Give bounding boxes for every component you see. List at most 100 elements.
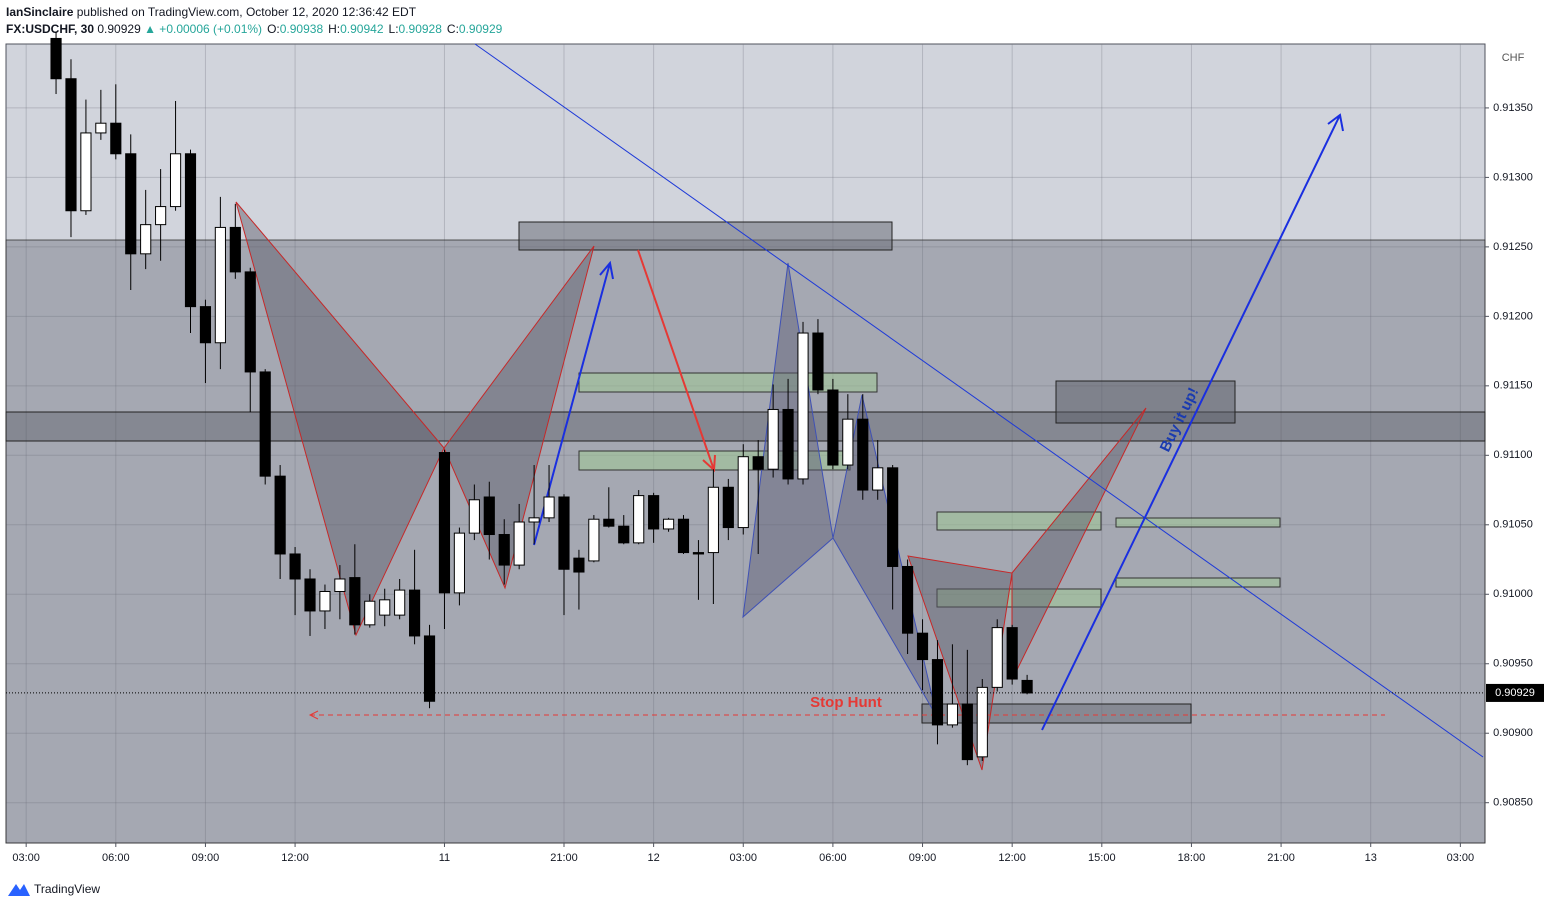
candle-body bbox=[125, 153, 137, 255]
candle-body bbox=[155, 206, 167, 226]
ohlc-label: H: bbox=[328, 22, 340, 36]
header-line: IanSinclaire published on TradingView.co… bbox=[6, 5, 417, 19]
candle-body bbox=[244, 271, 256, 373]
candle-body bbox=[95, 122, 107, 134]
axes: CHF 0.90850 0.90900 0.90950 0.91000 0.91050 0… bbox=[12, 52, 1544, 864]
x-tick-label: 18:00 bbox=[1178, 852, 1206, 864]
grid bbox=[6, 44, 1485, 843]
candle-body bbox=[274, 475, 286, 555]
last-price-label: 0.90929 bbox=[1495, 687, 1535, 699]
zone bbox=[936, 588, 1102, 608]
candle-body bbox=[588, 518, 600, 562]
ohlc-label: O: bbox=[267, 22, 280, 36]
x-tick-label: 12:00 bbox=[998, 852, 1026, 864]
candle-body bbox=[140, 224, 152, 255]
candle-body bbox=[50, 37, 62, 80]
candle-body bbox=[423, 635, 436, 702]
candle-body bbox=[722, 486, 734, 529]
zone bbox=[936, 511, 1102, 531]
candle-body bbox=[857, 418, 869, 491]
arrow-head bbox=[308, 710, 319, 720]
candle-body bbox=[797, 332, 809, 480]
x-tick-label: 09:00 bbox=[192, 852, 220, 864]
candle-body bbox=[498, 534, 510, 566]
candle-body bbox=[65, 78, 77, 212]
candle-body bbox=[289, 553, 301, 580]
x-tick-label: 03:00 bbox=[1447, 852, 1475, 864]
candle-body bbox=[812, 332, 824, 391]
currency: CHF bbox=[1502, 52, 1525, 64]
annotation: Stop Hunt bbox=[810, 694, 882, 711]
candle-body bbox=[692, 552, 705, 555]
candle-body bbox=[349, 577, 361, 626]
zones-green bbox=[578, 372, 1281, 608]
candle-body bbox=[528, 517, 540, 523]
arrow bbox=[637, 249, 716, 473]
candle-body bbox=[961, 703, 973, 761]
candle-body bbox=[603, 518, 615, 527]
candle-body bbox=[662, 518, 675, 530]
ohlc: O:0.90938 H:0.90942 L:0.90928 C:0.90929 bbox=[267, 22, 503, 36]
candle-body bbox=[648, 495, 660, 530]
candle-body bbox=[573, 557, 585, 573]
ohlc-value: 0.90938 bbox=[280, 22, 324, 36]
candle-body bbox=[394, 589, 406, 616]
zone bbox=[921, 703, 1192, 724]
zone bbox=[5, 411, 1486, 442]
candle-body bbox=[558, 496, 570, 570]
candle-body bbox=[80, 132, 92, 212]
candle-body bbox=[543, 496, 555, 519]
candle-body bbox=[931, 659, 944, 726]
x-tick-label: 06:00 bbox=[819, 852, 847, 864]
candle-body bbox=[872, 467, 884, 491]
candle-body bbox=[214, 226, 226, 344]
y-tick-label: 0.91200 bbox=[1493, 310, 1533, 322]
candle-body bbox=[842, 418, 854, 466]
y-tick-label: 0.91250 bbox=[1493, 241, 1533, 253]
candle-body bbox=[199, 306, 212, 344]
last-price-box bbox=[1486, 683, 1544, 702]
zone bbox=[1115, 577, 1281, 588]
candle-body bbox=[737, 456, 749, 529]
candle-body bbox=[707, 486, 719, 554]
pattern bbox=[235, 201, 445, 637]
trend-line bbox=[474, 43, 1484, 758]
x-tick-label: 21:00 bbox=[550, 852, 578, 864]
x-tick-label: 21:00 bbox=[1267, 852, 1295, 864]
x-tick-label: 09:00 bbox=[909, 852, 937, 864]
candle-body bbox=[259, 371, 271, 477]
ohlc-value: 0.90929 bbox=[459, 22, 503, 36]
x-tick-label: 15:00 bbox=[1088, 852, 1116, 864]
zone bbox=[1115, 517, 1281, 528]
candle-body bbox=[902, 565, 914, 634]
symbol-line: FX:USDCHF, 30 0.90929 ▲ +0.00006 (+0.01%… bbox=[6, 22, 503, 36]
candle-body bbox=[887, 467, 899, 567]
x-tick-label: 03:00 bbox=[729, 852, 757, 864]
candle-body bbox=[379, 599, 391, 616]
candle-body bbox=[334, 578, 346, 592]
candle-body bbox=[827, 389, 839, 466]
candle-body bbox=[1006, 627, 1018, 680]
candle-body bbox=[409, 589, 421, 637]
candle-body bbox=[110, 122, 122, 155]
y-tick-label: 0.90950 bbox=[1493, 658, 1533, 670]
candle-body bbox=[991, 627, 1003, 688]
candle-body bbox=[1021, 679, 1033, 694]
zone bbox=[518, 221, 893, 251]
author: IanSinclaire bbox=[6, 5, 74, 19]
y-tick-label: 0.90900 bbox=[1493, 727, 1533, 739]
candle-body bbox=[976, 686, 988, 758]
y-tick-label: 0.91300 bbox=[1493, 171, 1533, 183]
price: 0.90929 bbox=[97, 22, 141, 36]
candle-body bbox=[229, 226, 241, 273]
ohlc-value: 0.90928 bbox=[399, 22, 443, 36]
ohlc-label: C: bbox=[447, 22, 459, 36]
candles bbox=[6, 31, 1485, 766]
candle-body bbox=[767, 408, 779, 470]
change: ▲ +0.00006 (+0.01%) bbox=[144, 22, 262, 36]
y-tick-label: 0.91150 bbox=[1494, 380, 1533, 392]
zone bbox=[1055, 380, 1236, 424]
candle-body bbox=[364, 600, 376, 626]
